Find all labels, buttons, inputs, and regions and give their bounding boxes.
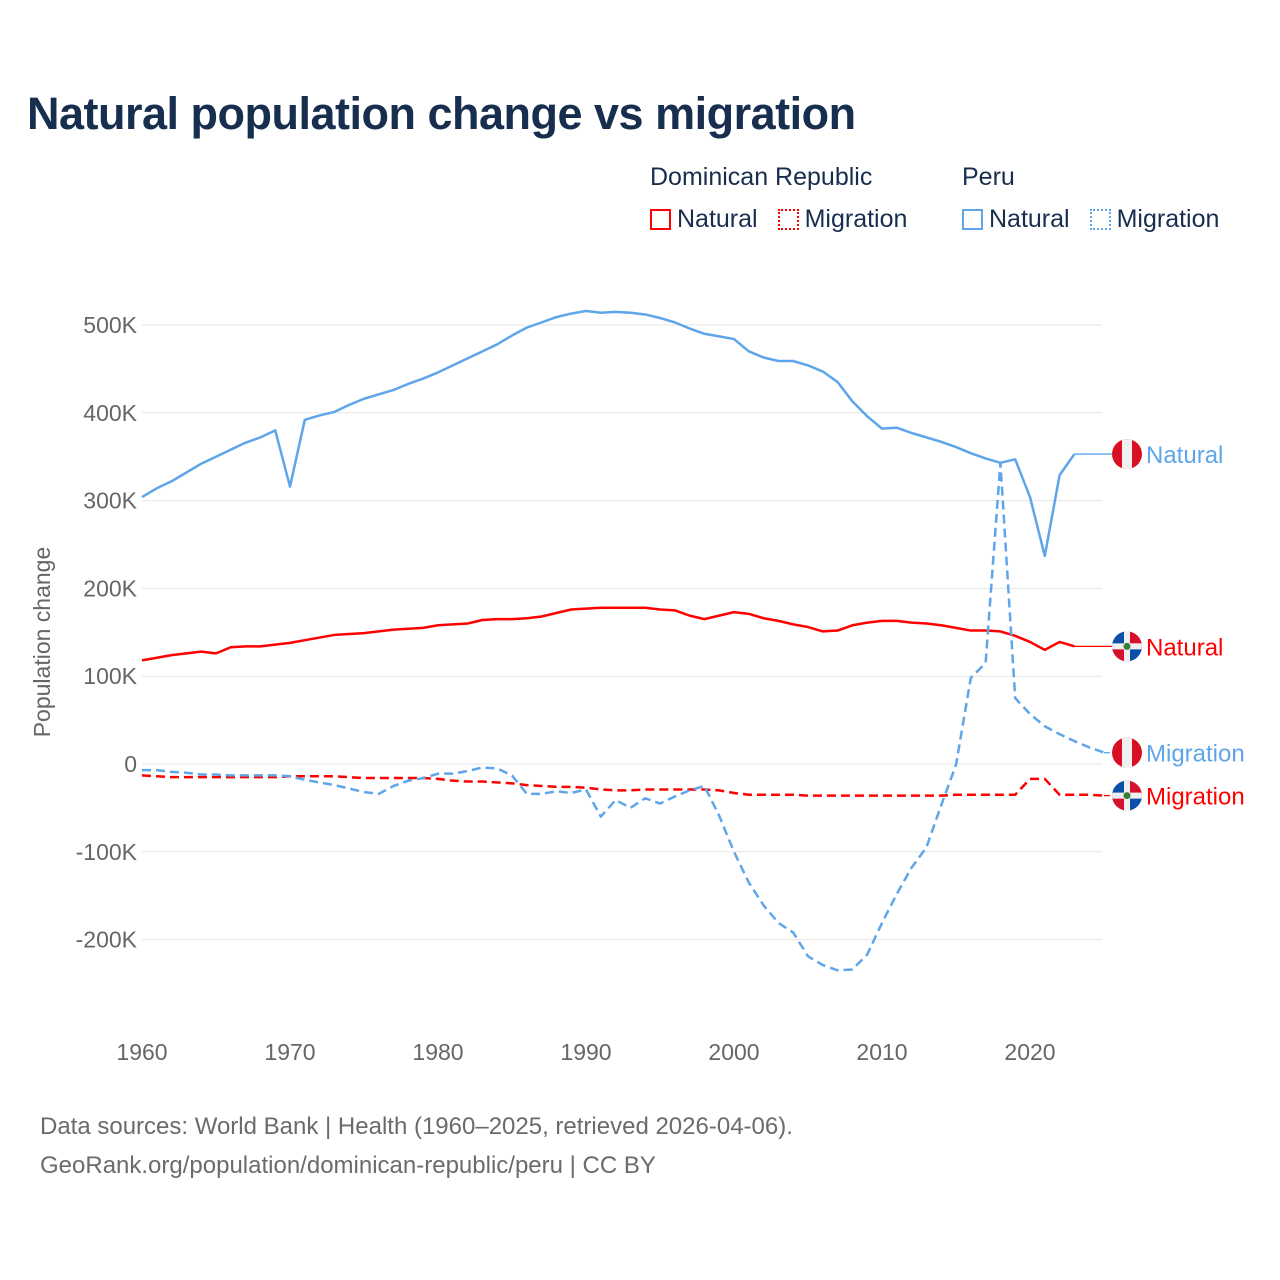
series-line [141,309,1076,558]
legend-label: Natural [989,205,1070,233]
dominican-republic-flag-icon [1112,631,1142,662]
x-tick-label: 1960 [116,1039,167,1065]
legend-item-peru-natural[interactable]: Natural [962,205,1070,234]
series-dominican-republic-natural: Natural [141,606,1223,662]
legend-item-dr-migration[interactable]: Migration [777,205,908,234]
end-label: Natural [1146,442,1223,469]
series-peru-migration: Migration [142,461,1245,972]
y-tick-label: 500K [83,312,137,338]
legend-group-title: Peru [962,163,1015,191]
flag-body [1112,631,1142,662]
x-tick-label: 1990 [560,1039,611,1065]
legend-label: Migration [804,205,908,233]
y-tick-label: 100K [83,663,137,689]
legend-swatch-dotted [1089,209,1111,230]
y-tick-label: -200K [76,927,138,953]
end-label: Natural [1146,634,1223,661]
peru-flag-icon [1112,439,1142,470]
flag-body [1112,737,1142,768]
y-tick-label: 0 [124,751,137,777]
legend-swatch-dotted [777,209,799,230]
peru-flag-icon [1112,737,1142,768]
legend-swatch-solid [650,209,671,230]
flag-body [1112,780,1142,811]
series-line [142,461,1105,972]
legend-group-dominican-republic: Dominican Republic Natural Migration [650,163,907,234]
legend-label: Migration [1116,205,1220,233]
x-tick-label: 2020 [1004,1039,1055,1065]
y-tick-label: -100K [76,839,138,865]
legend-label: Natural [677,205,758,233]
y-tick-label: 300K [83,488,137,514]
legend-group-peru: Peru Natural Migration [962,163,1219,234]
dominican-republic-flag-icon [1112,780,1142,811]
x-tick-label: 1970 [264,1039,315,1065]
flag-emblem [1123,792,1131,800]
flag-body [1112,439,1142,470]
flag-white [1122,439,1132,470]
x-tick-label: 1980 [412,1039,463,1065]
legend-group-title: Dominican Republic [650,163,873,191]
legend-item-peru-migration[interactable]: Migration [1089,205,1220,234]
end-label: Migration [1146,741,1245,768]
x-tick-label: 2010 [856,1039,907,1065]
end-label: Migration [1146,784,1245,811]
legend-swatch-solid [962,209,983,230]
flag-emblem [1123,642,1131,650]
source-url[interactable]: GeoRank.org/population/dominican-republi… [40,1152,656,1179]
chart-title: Natural population change vs migration [27,88,856,139]
series-line [141,774,1105,797]
data-source-note: Data sources: World Bank | Health (1960–… [40,1113,793,1140]
footer: Data sources: World Bank | Health (1960–… [40,1107,793,1185]
y-tick-label: 200K [83,575,137,601]
series-peru-natural: Natural [141,309,1223,558]
x-tick-label: 2000 [708,1039,759,1065]
y-tick-label: 400K [83,400,137,426]
series-line [141,606,1075,662]
series-dominican-republic-migration: Migration [141,774,1245,811]
legend-item-dr-natural[interactable]: Natural [650,205,758,234]
y-axis-label: Population change [29,547,55,738]
flag-white [1122,737,1132,768]
